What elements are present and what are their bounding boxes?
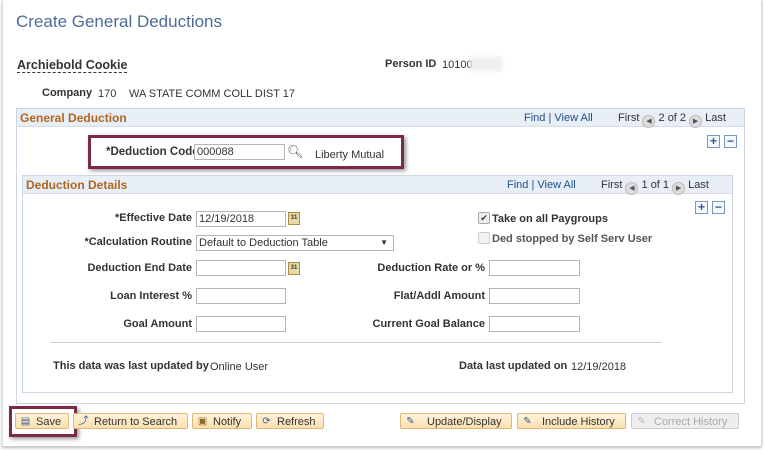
deduction-details-header: Deduction Details Find | View All First … bbox=[23, 176, 732, 195]
correct-history-button: ✎ Correct History bbox=[631, 413, 739, 429]
take-all-paygroups-checkbox[interactable]: ✔ bbox=[478, 212, 490, 224]
ded-stopped-checkbox bbox=[478, 232, 490, 244]
notify-button[interactable]: ▣ Notify bbox=[192, 413, 252, 429]
row-position: 2 of 2 bbox=[658, 112, 687, 124]
updated-by-value: Online User bbox=[210, 361, 269, 373]
next-arrow-icon[interactable]: ▶ bbox=[689, 115, 703, 128]
delete-row-button[interactable]: − bbox=[724, 135, 737, 148]
save-button[interactable]: ▤ Save bbox=[15, 413, 69, 429]
view-all-link[interactable]: View All bbox=[537, 179, 576, 191]
save-icon: ▤ bbox=[20, 416, 31, 427]
updated-by-label: This data was last updated by bbox=[53, 360, 209, 372]
first-link[interactable]: First bbox=[601, 179, 623, 191]
return-label: Return to Search bbox=[94, 416, 178, 428]
redaction-blur bbox=[470, 57, 502, 71]
correct-history-label: Correct History bbox=[654, 416, 728, 428]
effective-date-label: *Effective Date bbox=[114, 212, 192, 224]
update-display-button[interactable]: ✎ Update/Display bbox=[400, 413, 512, 429]
last-link[interactable]: Last bbox=[705, 112, 726, 124]
row-position: 1 of 1 bbox=[641, 179, 670, 191]
search-icon[interactable]: 🔍︎ bbox=[287, 144, 304, 159]
page-title: Create General Deductions bbox=[16, 12, 223, 31]
first-link[interactable]: First bbox=[618, 112, 640, 124]
refresh-button[interactable]: ⟳ Refresh bbox=[256, 413, 324, 429]
calc-routine-select[interactable]: Default to Deduction Table ▼ bbox=[196, 235, 394, 251]
refresh-label: Refresh bbox=[277, 416, 316, 428]
row-nav: First ◀ 1 of 1 ▶ Last bbox=[601, 179, 709, 195]
grid-nav: Find | View All bbox=[507, 179, 576, 191]
update-display-label: Update/Display bbox=[427, 416, 502, 428]
end-date-input[interactable] bbox=[196, 260, 286, 276]
deduction-code-input[interactable]: 000088 bbox=[194, 144, 285, 160]
notify-label: Notify bbox=[213, 416, 242, 428]
include-history-label: Include History bbox=[542, 416, 615, 428]
return-to-search-button[interactable]: ⤴ Return to Search bbox=[73, 413, 188, 429]
rate-input[interactable] bbox=[489, 260, 580, 276]
company-label: Company bbox=[42, 87, 93, 99]
find-link[interactable]: Find bbox=[524, 112, 546, 124]
group-title: Deduction Details bbox=[26, 178, 128, 192]
updated-on-label: Data last updated on bbox=[459, 360, 568, 372]
take-all-paygroups-label: Take on all Paygroups bbox=[492, 213, 608, 225]
goal-amount-input[interactable] bbox=[196, 316, 286, 332]
ded-stopped-label: Ded stopped by Self Serv User bbox=[492, 233, 653, 245]
add-row-button[interactable]: + bbox=[707, 135, 720, 148]
calc-routine-value: Default to Deduction Table bbox=[199, 237, 328, 249]
dropdown-arrow-icon: ▼ bbox=[380, 238, 388, 247]
refresh-icon: ⟳ bbox=[262, 416, 271, 427]
row-nav: First ◀ 2 of 2 ▶ Last bbox=[618, 112, 726, 128]
add-row-button[interactable]: + bbox=[695, 201, 708, 214]
update-display-icon: ✎ bbox=[406, 416, 415, 427]
deduction-name: Liberty Mutual bbox=[315, 149, 385, 161]
loan-interest-input[interactable] bbox=[196, 288, 286, 304]
return-icon: ⤴ bbox=[78, 416, 89, 427]
general-deduction-header: General Deduction Find | View All First … bbox=[17, 109, 744, 128]
person-id-label: Person ID bbox=[385, 58, 437, 70]
view-all-link[interactable]: View All bbox=[554, 112, 593, 124]
goal-balance-input[interactable] bbox=[489, 316, 580, 332]
deduction-details-group: Deduction Details Find | View All First … bbox=[22, 175, 733, 393]
prev-arrow-icon[interactable]: ◀ bbox=[642, 115, 656, 128]
flat-amount-label: Flat/Addl Amount bbox=[393, 290, 485, 302]
next-arrow-icon[interactable]: ▶ bbox=[672, 182, 686, 195]
divider bbox=[50, 342, 662, 343]
flat-amount-input[interactable] bbox=[489, 288, 580, 304]
goal-amount-label: Goal Amount bbox=[123, 318, 192, 330]
updated-on-value: 12/19/2018 bbox=[571, 361, 627, 373]
last-link[interactable]: Last bbox=[688, 179, 709, 191]
company-code: 170 bbox=[98, 88, 117, 100]
person-name[interactable]: Archiebold Cookie bbox=[17, 58, 128, 73]
calendar-icon[interactable]: 31 bbox=[288, 262, 300, 275]
delete-row-button[interactable]: − bbox=[712, 201, 725, 214]
company-name: WA STATE COMM COLL DIST 17 bbox=[129, 88, 296, 100]
calendar-icon[interactable]: 31 bbox=[288, 212, 300, 225]
deduction-code-label: *Deduction Code bbox=[106, 146, 199, 158]
find-link[interactable]: Find bbox=[507, 179, 529, 191]
grid-nav: Find | View All bbox=[524, 112, 593, 124]
include-history-icon: ✎ bbox=[523, 416, 532, 427]
person-id-value: 10100 bbox=[442, 59, 473, 71]
effective-date-input[interactable]: 12/19/2018 bbox=[196, 211, 286, 227]
include-history-button[interactable]: ✎ Include History bbox=[517, 413, 626, 429]
loan-interest-label: Loan Interest % bbox=[110, 290, 192, 302]
group-title: General Deduction bbox=[20, 111, 127, 125]
end-date-label: Deduction End Date bbox=[87, 262, 192, 274]
highlight-deduction-code bbox=[88, 135, 404, 169]
rate-label: Deduction Rate or % bbox=[377, 262, 485, 274]
prev-arrow-icon[interactable]: ◀ bbox=[625, 182, 639, 195]
save-label: Save bbox=[36, 416, 62, 428]
notify-icon: ▣ bbox=[197, 416, 208, 427]
calc-routine-label: *Calculation Routine bbox=[84, 236, 192, 248]
goal-balance-label: Current Goal Balance bbox=[372, 318, 485, 330]
correct-history-icon: ✎ bbox=[637, 416, 646, 427]
